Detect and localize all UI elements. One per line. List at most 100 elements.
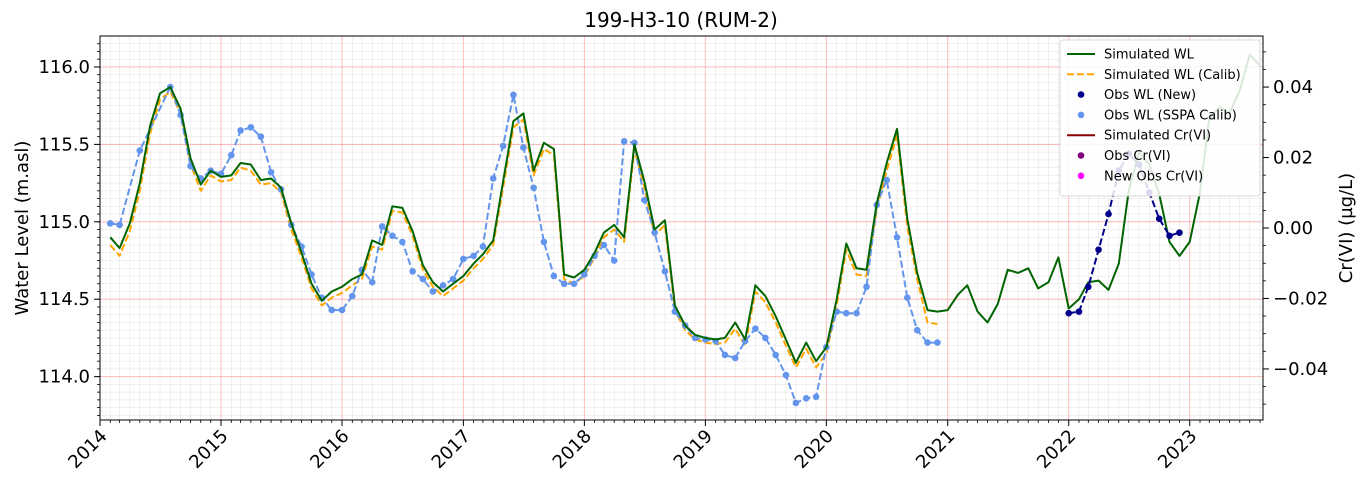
data-point-obs-wl-sspa-calib: [378, 223, 386, 230]
x-tick-label: 2023: [1154, 426, 1201, 473]
right-y-tick-label: 0.00: [1273, 218, 1313, 239]
data-point-obs-wl-sspa-calib: [924, 339, 931, 346]
data-point-obs-wl-sspa-calib: [489, 175, 497, 182]
chart-title: 199-H3-10 (RUM-2): [584, 8, 778, 32]
data-point-obs-wl-sspa-calib: [470, 252, 477, 260]
x-tick-label: 2021: [912, 426, 959, 473]
data-point-obs-wl-sspa-calib: [570, 280, 578, 288]
data-point-obs-wl-sspa-calib: [368, 278, 376, 286]
y-tick-label: 114.5: [38, 289, 90, 310]
data-point-obs-wl-sspa-calib: [389, 232, 396, 240]
right-y-tick-label: 0.04: [1273, 77, 1313, 98]
data-point-obs-wl-sspa-calib: [479, 243, 487, 250]
data-point-obs-wl-sspa-calib: [752, 325, 759, 332]
legend-item-obs-wl-new: Obs WL (New): [1077, 88, 1196, 103]
data-point-obs-wl-sspa-calib: [802, 395, 810, 402]
data-point-obs-wl-sspa-calib: [227, 151, 235, 159]
data-point-obs-wl-sspa-calib: [237, 127, 244, 134]
y-tick-label: 115.5: [38, 134, 90, 155]
data-point-obs-wl-sspa-calib: [620, 137, 628, 145]
data-point-obs-wl-sspa-calib: [641, 196, 648, 204]
legend-swatch: [1077, 172, 1085, 180]
legend-label: Simulated WL: [1104, 48, 1195, 63]
legend-item-obs-cr-vi: Obs Cr(VI): [1077, 149, 1171, 164]
legend-label: Obs WL (New): [1104, 88, 1196, 103]
legend: Simulated WL Simulated WL (Calib) Obs WL (…: [1059, 39, 1261, 197]
data-point-obs-wl-sspa-calib: [731, 354, 739, 362]
data-point-obs-wl-sspa-calib: [439, 281, 447, 289]
right-y-tick-label: −0.02: [1273, 288, 1328, 309]
data-point-obs-wl-sspa-calib: [560, 280, 568, 288]
data-point-obs-wl-sspa-calib: [853, 309, 860, 317]
data-point-obs-wl-sspa-calib: [581, 271, 588, 278]
data-point-obs-wl-sspa-calib: [600, 241, 608, 249]
legend-label: Obs WL (SSPA Calib): [1104, 108, 1237, 123]
data-point-obs-wl-sspa-calib: [429, 288, 437, 295]
data-point-obs-wl-sspa-calib: [792, 399, 800, 407]
y-tick-label: 114.0: [38, 367, 90, 388]
data-point-obs-wl-sspa-calib: [903, 294, 911, 301]
y-tick-label: 116.0: [38, 57, 90, 78]
legend-swatch: [1077, 152, 1085, 159]
legend-box: [1059, 39, 1261, 197]
data-point-obs-wl-sspa-calib: [449, 275, 457, 283]
legend-item-simulated-wl: Simulated WL: [1067, 48, 1195, 63]
data-point-obs-wl-sspa-calib: [883, 176, 891, 184]
legend-label: Obs Cr(VI): [1104, 149, 1171, 164]
data-point-obs-wl-new: [1105, 210, 1112, 218]
data-point-obs-wl-sspa-calib: [338, 306, 346, 314]
data-point-obs-wl-sspa-calib: [520, 144, 527, 151]
data-point-obs-wl-sspa-calib: [419, 275, 427, 283]
legend-label: New Obs Cr(VI): [1104, 169, 1203, 184]
right-y-tick-label: 0.02: [1273, 148, 1313, 169]
x-tick-label: 2022: [1033, 426, 1080, 473]
data-point-obs-wl-sspa-calib: [247, 124, 255, 131]
legend-item-new-obs-cr-vi: New Obs Cr(VI): [1077, 169, 1203, 184]
data-point-obs-wl-sspa-calib: [530, 184, 537, 192]
legend-item-simulated-cr-vi: Simulated Cr(VI): [1067, 129, 1211, 144]
data-point-obs-wl-sspa-calib: [721, 351, 729, 359]
data-point-obs-wl-new: [1065, 309, 1073, 317]
data-point-obs-wl-sspa-calib: [267, 168, 275, 176]
legend-label: Simulated WL (Calib): [1104, 68, 1241, 83]
data-point-obs-wl-sspa-calib: [863, 283, 870, 291]
legend-item-simulated-wl-calib: Simulated WL (Calib): [1067, 68, 1241, 83]
data-point-obs-wl-sspa-calib: [661, 268, 669, 275]
data-point-obs-wl-new: [1176, 229, 1183, 236]
x-tick-label: 2017: [428, 426, 475, 473]
data-point-obs-wl-sspa-calib: [136, 147, 144, 154]
right-y-tick-label: −0.04: [1273, 359, 1328, 380]
data-point-obs-wl-sspa-calib: [499, 142, 507, 150]
data-point-obs-wl-new: [1155, 215, 1163, 223]
data-point-obs-wl-sspa-calib: [328, 306, 336, 314]
data-point-obs-wl-sspa-calib: [741, 337, 749, 345]
data-point-obs-wl-sspa-calib: [651, 229, 658, 236]
data-point-obs-wl-new: [1095, 246, 1102, 253]
y-axis-title-left: Water Level (m.asl): [12, 141, 33, 316]
data-point-obs-wl-sspa-calib: [934, 339, 941, 346]
data-point-obs-wl-sspa-calib: [782, 371, 790, 379]
data-point-obs-wl-sspa-calib: [540, 238, 548, 246]
x-tick-label: 2018: [549, 426, 596, 473]
data-point-obs-wl-sspa-calib: [762, 334, 769, 342]
legend-label: Simulated Cr(VI): [1104, 129, 1211, 144]
data-point-obs-wl-sspa-calib: [460, 255, 467, 263]
data-point-obs-wl-new: [1075, 308, 1083, 315]
data-point-obs-wl-new: [1084, 283, 1092, 291]
data-point-obs-wl-sspa-calib: [812, 393, 820, 401]
data-point-obs-wl-sspa-calib: [893, 233, 901, 241]
data-point-obs-wl-sspa-calib: [399, 238, 406, 246]
data-point-obs-wl-sspa-calib: [913, 326, 921, 334]
data-point-obs-wl-sspa-calib: [772, 351, 779, 359]
data-point-obs-wl-sspa-calib: [257, 133, 265, 140]
data-point-obs-wl-sspa-calib: [106, 220, 114, 227]
data-point-obs-wl-new: [1166, 232, 1173, 240]
data-point-obs-wl-sspa-calib: [550, 272, 558, 280]
data-point-obs-wl-sspa-calib: [510, 91, 517, 99]
data-point-obs-wl-sspa-calib: [409, 268, 416, 275]
y-axis-title-right: Cr(VI) (µg/L): [1336, 173, 1357, 283]
x-tick-label: 2016: [306, 426, 353, 473]
data-point-obs-wl-sspa-calib: [631, 139, 638, 147]
x-tick-label: 2015: [185, 426, 232, 473]
